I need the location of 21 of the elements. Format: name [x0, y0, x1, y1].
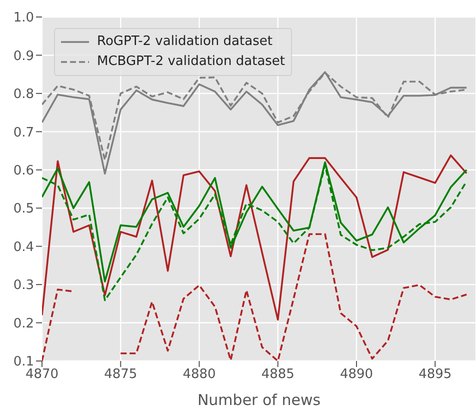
legend-label: RoGPT-2 validation dataset	[97, 33, 272, 51]
y-tick-label: 0.6	[13, 164, 34, 179]
y-tick-label: 0.7	[13, 125, 34, 140]
x-tick-label: 4880	[182, 367, 216, 382]
y-tick-label: 0.2	[13, 316, 34, 332]
line-series	[42, 154, 468, 321]
x-tick-label: 4890	[340, 367, 374, 382]
y-tick-label: 0.5	[13, 202, 34, 217]
x-tick-label: 4875	[104, 367, 138, 382]
x-tick-label: 4885	[261, 367, 294, 382]
y-tick-label: 1.0	[13, 10, 34, 26]
y-tick-label: 0.9	[13, 48, 34, 64]
legend-label: MCBGPT-2 validation dataset	[97, 53, 286, 71]
y-tick-label: 0.4	[13, 240, 34, 255]
line-series	[42, 164, 468, 302]
y-tick-label: 0.8	[13, 87, 34, 102]
x-axis-title: Number of news	[197, 391, 321, 407]
x-tick-label: 4895	[418, 367, 452, 382]
y-tick-label: 0.1	[13, 354, 34, 370]
x-tick-label: 4870	[25, 367, 59, 382]
y-tick-label: 0.3	[13, 278, 34, 294]
